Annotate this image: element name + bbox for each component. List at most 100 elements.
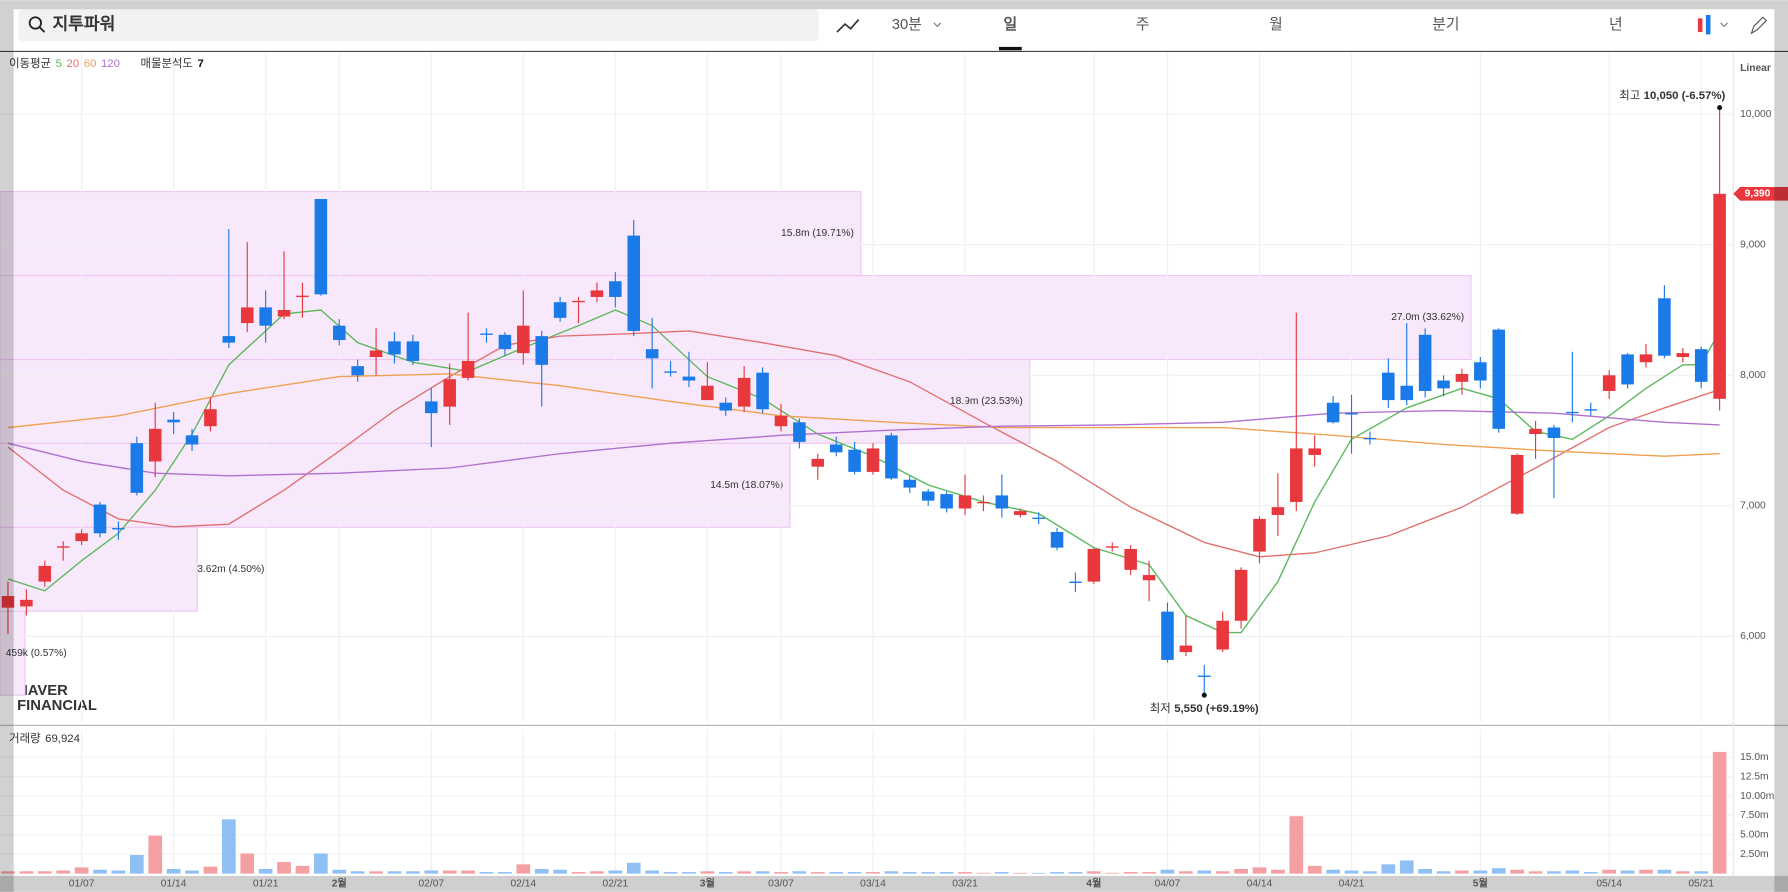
x-tick-label: 03/21 bbox=[952, 879, 978, 890]
candle-body bbox=[1032, 517, 1045, 519]
candle-body bbox=[719, 402, 733, 411]
volume-profile-box bbox=[0, 274, 1472, 361]
candle-body bbox=[1013, 511, 1027, 516]
candle-body bbox=[1418, 334, 1432, 391]
candle-body bbox=[204, 409, 217, 427]
profile-legend-label[interactable]: 매물분석도 bbox=[141, 57, 193, 70]
volume-bar bbox=[590, 871, 604, 874]
volume-bar bbox=[976, 872, 991, 874]
extreme-prefix: 최고 bbox=[1619, 89, 1640, 102]
candle-body bbox=[1547, 427, 1561, 438]
volume-tick-label: 5.00m bbox=[1740, 830, 1769, 841]
candle-body bbox=[903, 479, 917, 488]
candle-body bbox=[1492, 329, 1506, 429]
volume-bar bbox=[1031, 872, 1046, 874]
volume-tick-label: 2.50m bbox=[1740, 849, 1769, 860]
volume-bar bbox=[56, 870, 71, 874]
volume-bar bbox=[884, 871, 899, 874]
volume-bar bbox=[553, 869, 567, 874]
search-text: 지투파워 bbox=[52, 14, 115, 34]
candle-body bbox=[1050, 531, 1064, 548]
x-tick-label: 03/07 bbox=[768, 879, 794, 890]
extreme-dot bbox=[1201, 692, 1207, 698]
chart-type-icon[interactable] bbox=[1705, 14, 1711, 35]
volume-bar bbox=[1620, 870, 1635, 874]
legend-entry[interactable]: 5 bbox=[56, 58, 62, 70]
ma-legend-label[interactable]: 이동평균 bbox=[9, 57, 51, 70]
last-price-tag bbox=[1733, 186, 1788, 201]
overlay bbox=[0, 0, 14, 892]
candle-body bbox=[1474, 362, 1487, 381]
volume-bar bbox=[1675, 871, 1690, 874]
volume-profile-label: 3.62m (4.50%) bbox=[197, 564, 264, 575]
scale-label[interactable]: Linear bbox=[1740, 63, 1771, 74]
period-tab[interactable]: 월 bbox=[1269, 16, 1283, 33]
volume-bar bbox=[1105, 872, 1120, 874]
candle-body bbox=[167, 419, 180, 423]
candle-body bbox=[1161, 611, 1174, 660]
indicator-icon[interactable] bbox=[836, 18, 860, 33]
volume-tick-label: 12.5m bbox=[1740, 771, 1769, 782]
profile-legend-count[interactable]: 7 bbox=[197, 58, 203, 70]
period-tab[interactable]: 주 bbox=[1136, 17, 1150, 33]
volume-bar bbox=[847, 872, 862, 874]
candle-body bbox=[443, 379, 456, 407]
volume-bar bbox=[1050, 872, 1064, 874]
volume-bar bbox=[608, 870, 623, 874]
candle-body bbox=[609, 281, 622, 297]
candle-body bbox=[1584, 409, 1598, 411]
candle-body bbox=[1179, 645, 1193, 653]
draw-icon[interactable] bbox=[1750, 16, 1768, 35]
volume-bar bbox=[994, 872, 1009, 874]
volume-tick-label: 15.0m bbox=[1740, 752, 1769, 763]
candle-body bbox=[848, 449, 861, 472]
period-tab[interactable]: 일 bbox=[1003, 16, 1017, 33]
candle-body bbox=[240, 307, 254, 324]
candle-body bbox=[332, 325, 346, 341]
volume-bar bbox=[626, 862, 641, 874]
candle-body bbox=[1602, 375, 1616, 391]
volume-bar bbox=[1639, 869, 1653, 874]
candle-body bbox=[296, 295, 309, 298]
volume-profile-label: 14.5m (18.07%) bbox=[710, 480, 783, 491]
x-tick-label: 02/21 bbox=[603, 879, 629, 890]
volume-bar bbox=[203, 866, 218, 874]
volume-bar bbox=[792, 871, 807, 874]
volume-bar bbox=[939, 872, 954, 874]
legend-entry[interactable]: 60 bbox=[84, 58, 97, 70]
legend-entry[interactable]: 20 bbox=[67, 58, 80, 70]
candle-body bbox=[1, 595, 15, 608]
extreme-value: 10,050 (-6.57%) bbox=[1644, 90, 1726, 102]
volume-bar bbox=[221, 819, 236, 874]
chart-type-icon[interactable] bbox=[1697, 18, 1703, 33]
volume-bar bbox=[479, 872, 494, 874]
candle-body bbox=[535, 336, 548, 365]
interval[interactable]: 30분 bbox=[892, 17, 922, 33]
candle-body bbox=[277, 310, 291, 317]
extreme-value: 5,550 (+69.19%) bbox=[1174, 703, 1259, 715]
candle-body bbox=[498, 334, 512, 350]
candle-body bbox=[1290, 448, 1303, 502]
candle-body bbox=[756, 372, 769, 410]
volume-tick-label: 7.50m bbox=[1740, 810, 1769, 821]
candle-body bbox=[829, 444, 843, 453]
candle-body bbox=[553, 302, 567, 318]
volume-bar bbox=[424, 870, 439, 874]
candle-body bbox=[1087, 548, 1101, 582]
volume-bar bbox=[498, 872, 512, 874]
volume-bar bbox=[1583, 872, 1598, 874]
volume-bar bbox=[1602, 869, 1617, 874]
search-box[interactable] bbox=[18, 9, 819, 42]
y-tick-label: 9,000 bbox=[1740, 239, 1766, 250]
period-tab[interactable]: 년 bbox=[1609, 16, 1623, 33]
y-tick-label: 8,000 bbox=[1740, 370, 1766, 381]
candle-body bbox=[56, 546, 70, 548]
period-tab[interactable]: 분기 bbox=[1432, 16, 1459, 33]
extreme-label: 최저 5,550 (+69.19%) bbox=[1150, 702, 1259, 715]
volume-bar bbox=[1694, 871, 1709, 874]
x-tick-label: 05/21 bbox=[1688, 879, 1714, 890]
volume-bar bbox=[958, 872, 972, 874]
extreme-dot bbox=[1717, 105, 1723, 111]
legend-entry[interactable]: 120 bbox=[101, 58, 120, 70]
